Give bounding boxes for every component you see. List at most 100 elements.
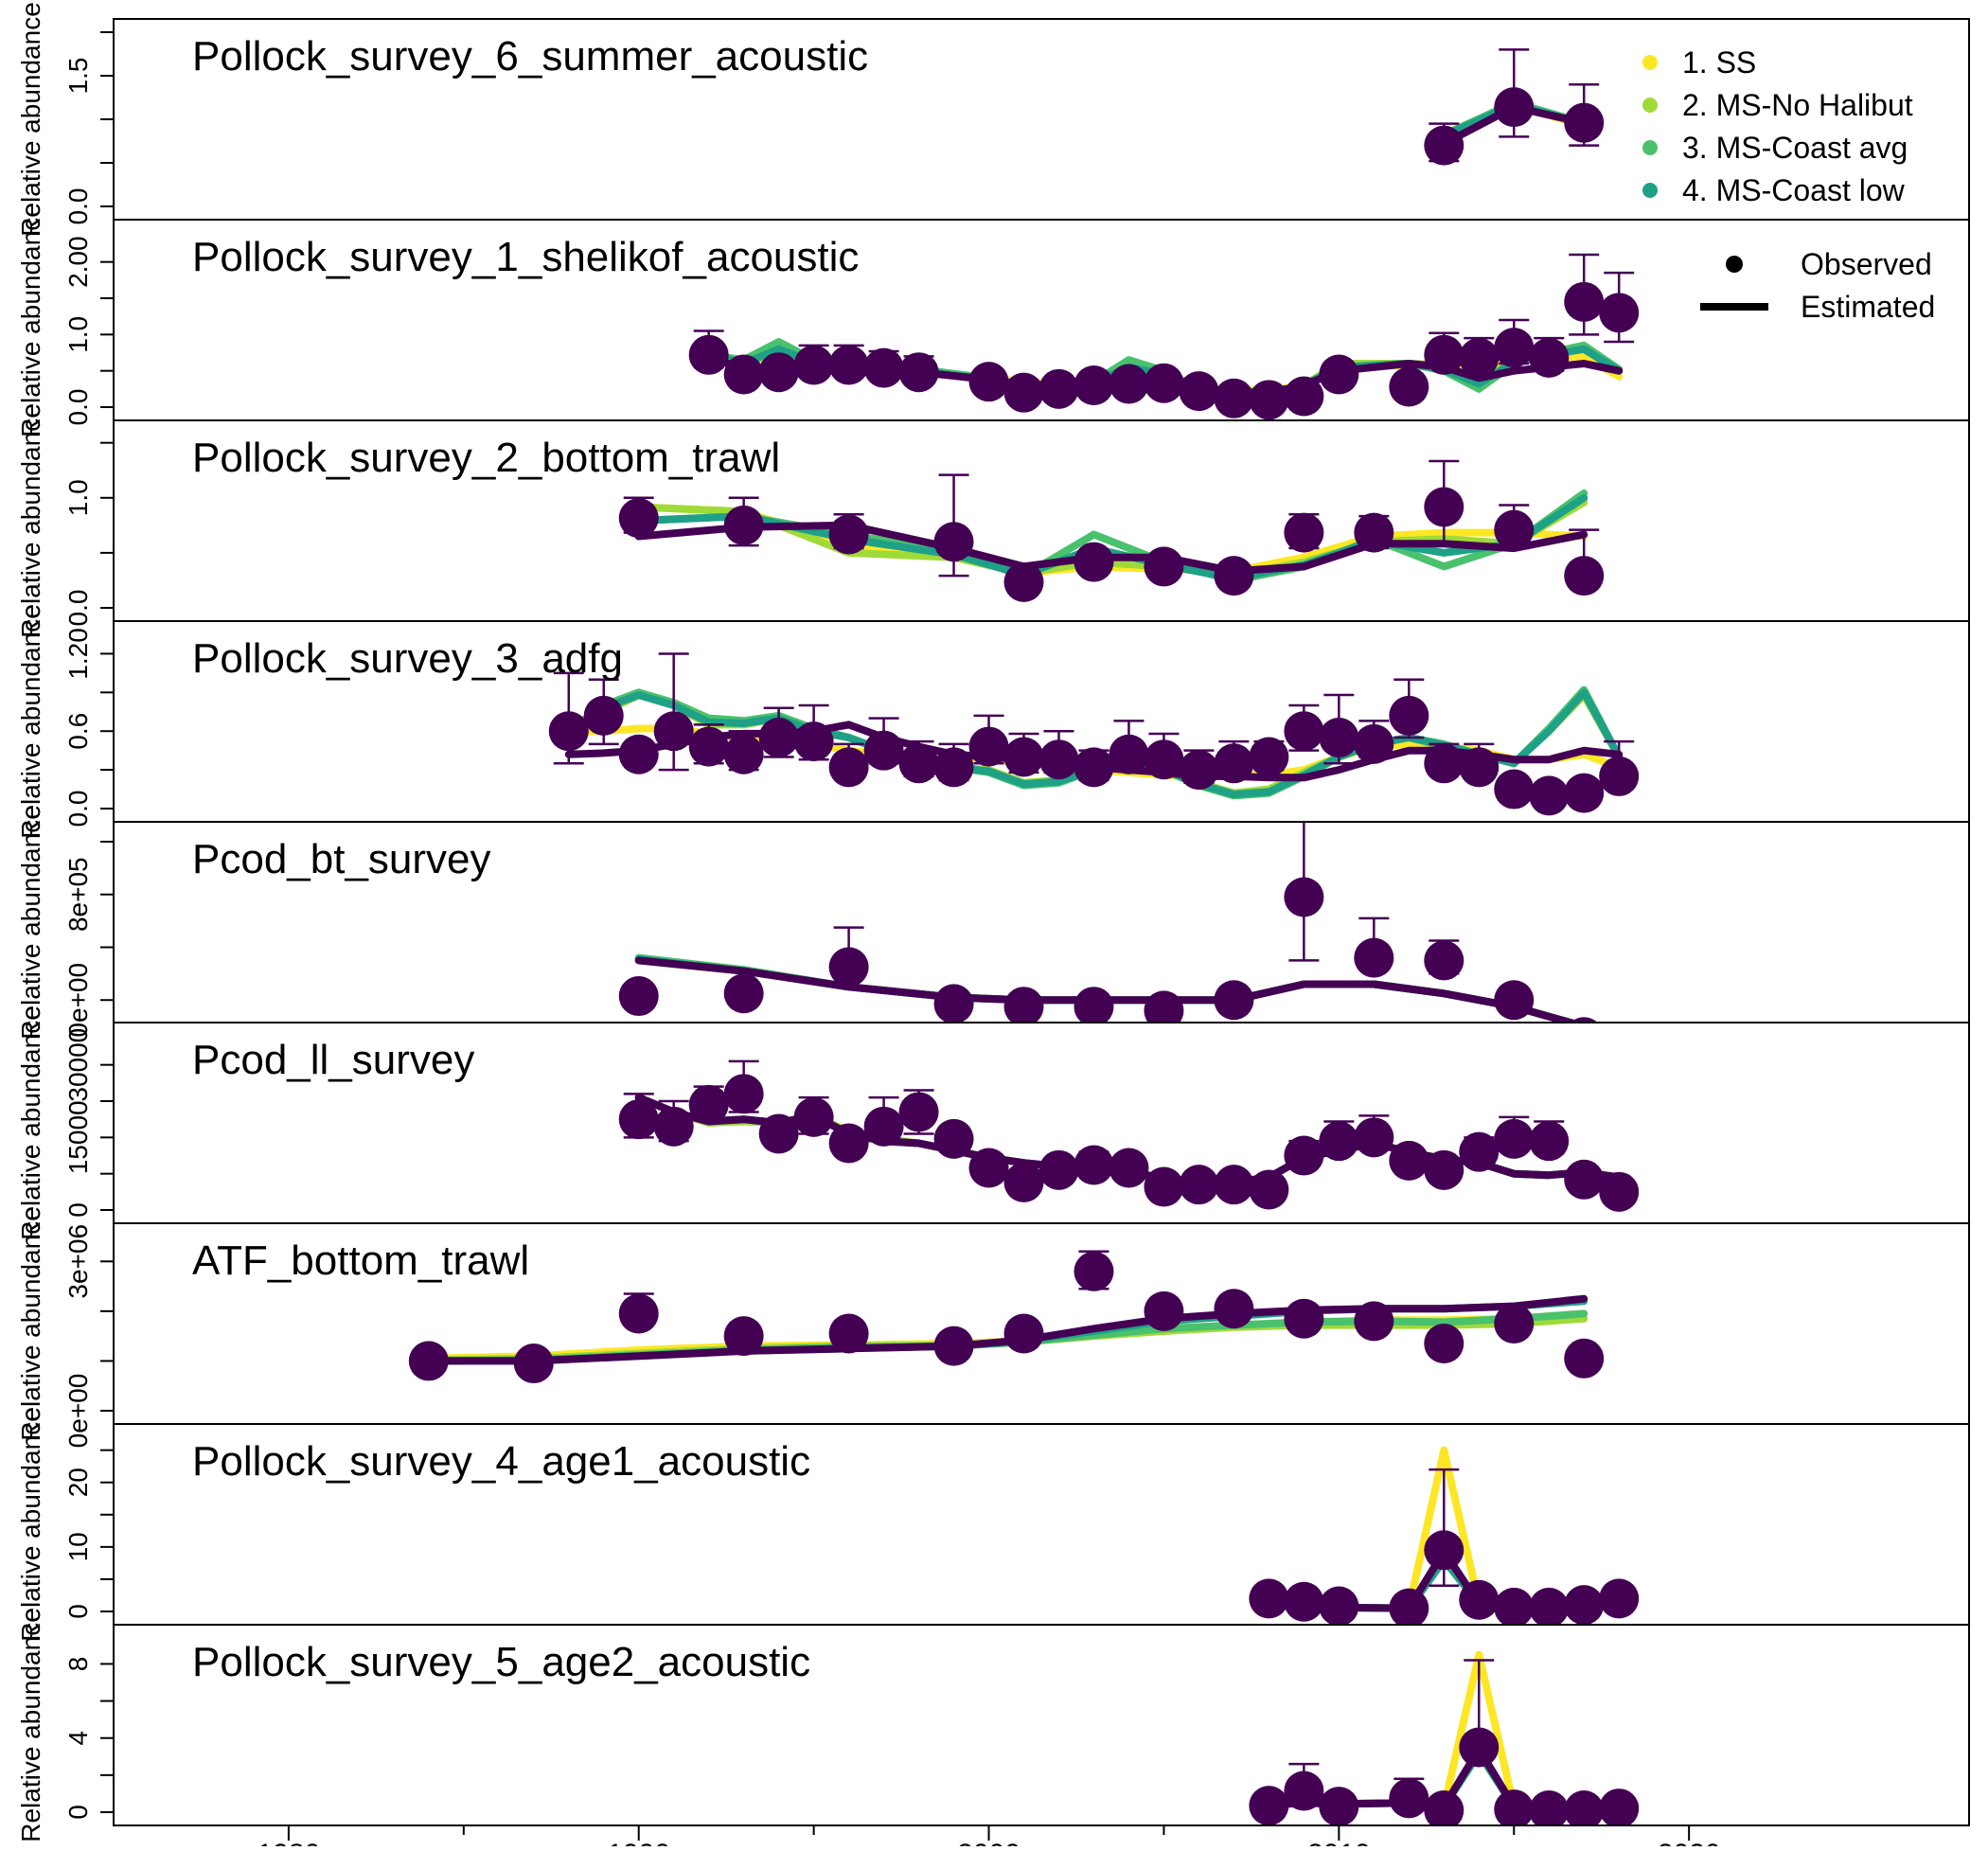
observed-point <box>1564 1338 1605 1379</box>
observed-point <box>828 1123 869 1164</box>
observed-point <box>1074 1145 1114 1185</box>
observed-point <box>723 973 764 1014</box>
observed-point <box>1144 546 1184 587</box>
observed-point <box>1389 1140 1429 1181</box>
observed-point <box>1319 1121 1359 1162</box>
observed-point <box>1249 1786 1289 1825</box>
observed-point <box>1144 1290 1184 1331</box>
observed-point <box>758 718 799 758</box>
observed-point <box>1284 1771 1324 1811</box>
observed-point <box>1529 1121 1570 1162</box>
observed-point <box>1284 711 1324 752</box>
observed-point <box>933 984 974 1023</box>
observed-point <box>1003 372 1044 413</box>
observed-point <box>1564 1790 1605 1825</box>
y-tick-label: 2.00 <box>63 236 93 288</box>
observed-point <box>1459 1579 1500 1620</box>
panel-3: 0.0 0.6 1.20 Relative abundance Pollock_surv… <box>16 604 1970 839</box>
observed-point <box>1074 747 1114 788</box>
observed-point <box>1109 734 1149 774</box>
estimated-line-observed <box>424 1294 1589 1365</box>
panel-content <box>1249 1650 1640 1825</box>
observed-point <box>1144 739 1184 780</box>
observed-point <box>688 1084 729 1125</box>
observed-point <box>1284 1298 1324 1339</box>
observed-point <box>1494 1587 1535 1625</box>
legend-swatch <box>1642 140 1658 155</box>
observed-point <box>933 522 974 562</box>
observed-point <box>1424 125 1464 166</box>
panel-4: 0e+00 8e+05 Relative abundance Pcod_bt_surv… <box>16 805 1970 1040</box>
x-tick-label: 1980 <box>257 1839 321 1846</box>
observed-point <box>1424 487 1464 527</box>
observed-point <box>793 345 834 385</box>
y-tick-label: 8e+05 <box>63 857 93 932</box>
panel-2: 0.0 1.0 Relative abundance Pollock_survey_2… <box>16 403 1970 638</box>
observed-point <box>1459 337 1500 378</box>
observed-point <box>1074 987 1114 1023</box>
observed-point <box>1564 1159 1605 1200</box>
y-tick-label: 0 <box>63 1202 93 1218</box>
legend-swatch <box>1642 98 1658 113</box>
observed-point <box>513 1344 554 1384</box>
observed-point <box>1109 364 1149 404</box>
observed-point <box>1214 1289 1254 1329</box>
observed-point <box>1214 556 1254 596</box>
y-tick-label: 0 <box>63 1604 93 1619</box>
legend-label: 2. MS-No Halibut <box>1682 88 1913 122</box>
observed-point <box>1319 718 1359 758</box>
observed-point <box>1389 1588 1429 1625</box>
observed-point <box>723 354 764 395</box>
panel-content <box>618 822 1598 1023</box>
observed-point <box>1284 376 1324 417</box>
observed-point <box>1179 750 1219 791</box>
panel-content <box>1424 48 1605 166</box>
panel-title: Pollock_survey_3_adfg <box>192 635 623 682</box>
panel-title: Pollock_survey_6_summer_acoustic <box>192 33 868 80</box>
observed-point <box>688 726 729 767</box>
observed-point <box>968 726 1009 767</box>
observed-point <box>583 695 624 736</box>
y-tick-label: 0 <box>63 1805 93 1820</box>
observed-point <box>1529 1587 1570 1625</box>
observed-point <box>1249 1578 1289 1619</box>
observed-point <box>828 345 869 385</box>
observed-point <box>1529 337 1570 378</box>
y-tick-label: 15000 <box>63 1100 93 1174</box>
y-axis-label: Relative abundance <box>16 604 45 839</box>
observed-point <box>1564 773 1605 813</box>
observed-point <box>1424 1149 1464 1190</box>
panel-content <box>618 459 1605 602</box>
observed-point <box>1494 1304 1535 1344</box>
observed-point <box>933 1326 974 1366</box>
observed-point <box>618 498 659 539</box>
observed-point <box>1319 1586 1359 1625</box>
observed-point <box>1389 366 1429 407</box>
observed-point <box>1074 365 1114 405</box>
observed-point <box>1354 512 1394 553</box>
observed-point <box>1003 987 1044 1023</box>
legend-swatch <box>1642 183 1658 198</box>
y-tick-label: 0.6 <box>63 713 93 750</box>
observed-point <box>1599 1578 1640 1619</box>
observed-point <box>688 334 729 375</box>
y-tick-label: 1.0 <box>63 316 93 353</box>
observed-point <box>898 352 939 393</box>
panel-title: Pollock_survey_1_shelikof_acoustic <box>192 234 859 280</box>
observed-point <box>1354 1301 1394 1342</box>
observed-point <box>1038 1149 1079 1190</box>
observed-point <box>1284 1581 1324 1622</box>
observed-point <box>723 505 764 545</box>
observed-point <box>1424 1324 1464 1364</box>
observed-point <box>758 352 799 393</box>
observed-point <box>1144 990 1184 1023</box>
y-axis-label: Relative abundance <box>16 1407 45 1642</box>
observed-point <box>1179 371 1219 412</box>
x-tick-label: 2000 <box>957 1839 1021 1846</box>
observed-point <box>1074 1251 1114 1291</box>
observed-point <box>1249 1169 1289 1210</box>
observed-point <box>1284 512 1324 553</box>
panel-title: Pcod_bt_survey <box>192 836 491 882</box>
